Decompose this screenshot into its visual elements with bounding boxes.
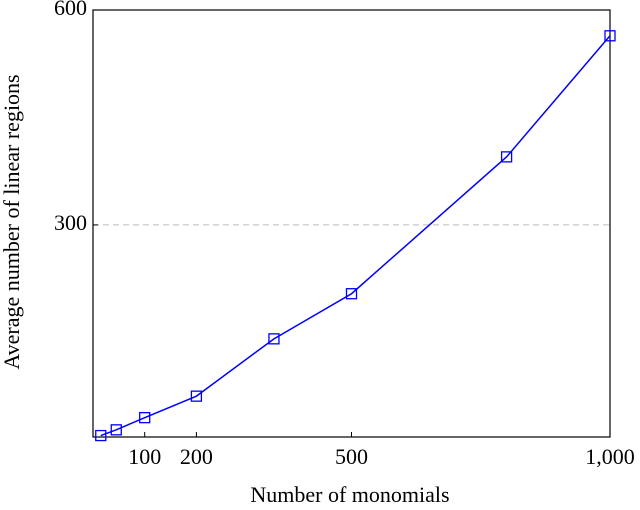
data-point [604, 30, 616, 42]
data-line [100, 35, 611, 437]
y-tick-label: 600 [54, 0, 87, 20]
y-tick-label: 300 [54, 210, 87, 235]
data-point [139, 412, 151, 424]
x-axis-label: Number of monomials [250, 482, 449, 507]
data-point [268, 333, 280, 345]
x-tick-label: 500 [335, 444, 368, 469]
x-tick-label: 100 [128, 444, 161, 469]
y-axis-label: Average number of linear regions [0, 74, 24, 369]
data-point [95, 429, 107, 442]
data-point [110, 424, 122, 436]
data-point [345, 288, 358, 300]
data-point [190, 390, 203, 402]
x-tick-label: 1,000 [585, 444, 635, 469]
plot-frame [92, 9, 611, 438]
data-point [500, 151, 513, 163]
x-tick-label: 200 [180, 444, 213, 469]
